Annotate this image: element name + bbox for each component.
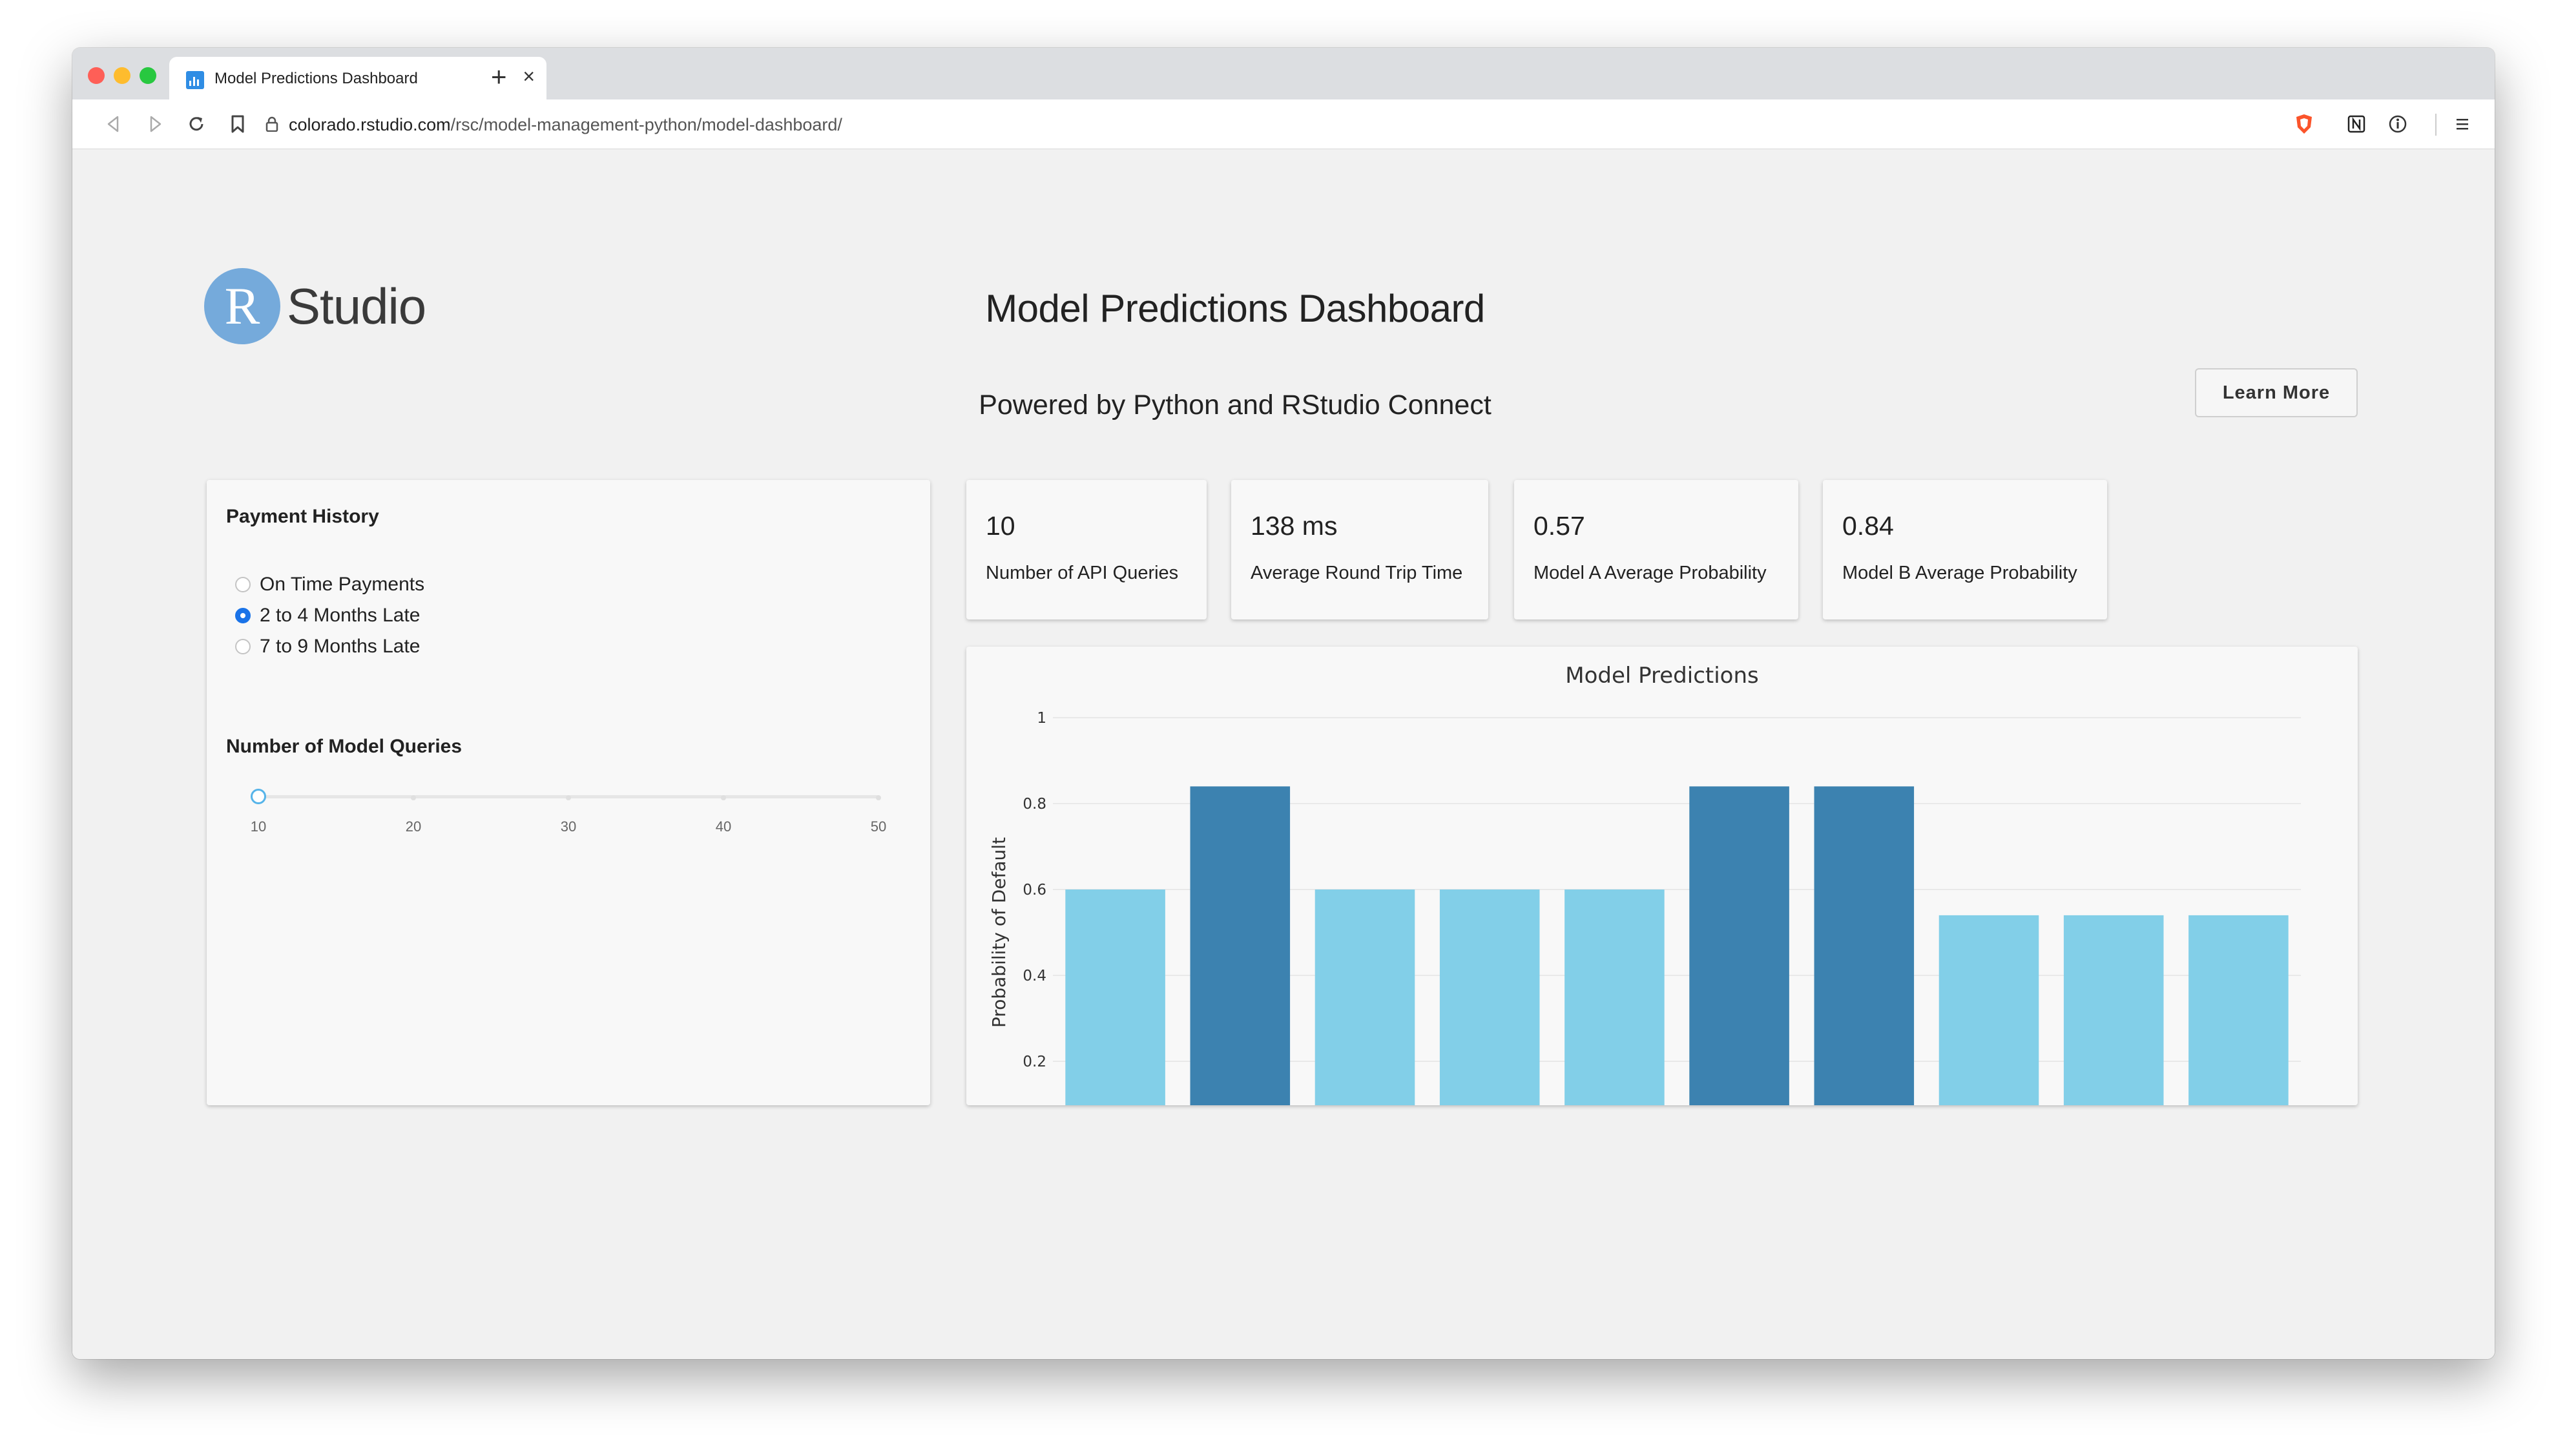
bar-model-a xyxy=(1439,889,1540,1105)
radio-label: 7 to 9 Months Late xyxy=(260,636,421,657)
payment-history-title: Payment History xyxy=(226,506,379,527)
slider-tick-label: 10 xyxy=(250,818,267,835)
slider-tick-label: 20 xyxy=(405,818,422,835)
radio-button-selected[interactable] xyxy=(235,608,251,623)
bar-model-b xyxy=(1814,786,1915,1105)
y-tick-label: 0.8 xyxy=(1023,796,1046,813)
learn-more-button[interactable]: Learn More xyxy=(2195,368,2358,417)
dashboard-page: R Studio Model Predictions Dashboard Pow… xyxy=(72,149,2495,1359)
kpi-value: 0.57 xyxy=(1533,511,1585,541)
kpi-label: Model B Average Probability xyxy=(1842,563,2077,583)
chart-title: Model Predictions xyxy=(1565,663,1759,689)
kpi-value: 138 ms xyxy=(1251,511,1338,541)
kpi-label: Average Round Trip Time xyxy=(1251,563,1463,583)
kpi-round-trip-time: 138 ms Average Round Trip Time xyxy=(1231,480,1488,619)
browser-window: Model Predictions Dashboard × + colorado… xyxy=(72,48,2495,1359)
reload-icon[interactable] xyxy=(183,111,209,137)
rstudio-logo: R Studio xyxy=(204,268,462,352)
radio-on-time[interactable]: On Time Payments xyxy=(235,572,424,598)
kpi-api-queries: 10 Number of API Queries xyxy=(966,480,1207,619)
kpi-model-b-probability: 0.84 Model B Average Probability xyxy=(1823,480,2107,619)
slider-tick-label: 50 xyxy=(870,818,887,835)
maximize-window-button[interactable] xyxy=(140,67,156,84)
model-queries-title: Number of Model Queries xyxy=(226,736,462,757)
back-icon[interactable] xyxy=(101,111,127,137)
bar-model-b xyxy=(1190,786,1291,1105)
radio-button[interactable] xyxy=(235,577,251,592)
kpi-label: Model A Average Probability xyxy=(1533,563,1767,583)
bar-model-a xyxy=(2188,915,2289,1105)
chart-favicon-icon xyxy=(186,71,204,89)
address-bar[interactable]: colorado.rstudio.com/rsc/model-managemen… xyxy=(256,106,2353,142)
brave-shield-icon[interactable] xyxy=(2291,111,2317,137)
url-text: colorado.rstudio.com/rsc/model-managemen… xyxy=(289,115,842,134)
bar-model-b xyxy=(1689,786,1789,1105)
chart-svg: Model Predictions00.20.40.60.8102468Prob… xyxy=(988,663,2301,1105)
slider-tick-label: 40 xyxy=(715,818,732,835)
radio-button[interactable] xyxy=(235,639,251,654)
y-tick-label: 0.2 xyxy=(1023,1054,1046,1070)
radio-label: 2 to 4 Months Late xyxy=(260,605,421,626)
close-tab-icon[interactable]: × xyxy=(523,65,535,88)
forward-icon[interactable] xyxy=(142,111,168,137)
close-window-button[interactable] xyxy=(88,67,105,84)
kpi-value: 10 xyxy=(986,511,1015,541)
y-tick-label: 1 xyxy=(1037,710,1046,727)
slider-tick-label: 30 xyxy=(560,818,577,835)
minimize-window-button[interactable] xyxy=(114,67,130,84)
toolbar-divider xyxy=(2435,114,2437,136)
tab-title: Model Predictions Dashboard xyxy=(214,70,418,87)
slider-tick xyxy=(411,795,416,800)
page-subtitle: Powered by Python and RStudio Connect xyxy=(979,390,1491,421)
new-tab-icon[interactable]: + xyxy=(491,61,507,92)
bar-model-a xyxy=(1564,889,1665,1105)
bar-model-a xyxy=(1065,889,1165,1105)
page-title: Model Predictions Dashboard xyxy=(985,287,1485,330)
y-tick-label: 0.4 xyxy=(1023,968,1046,984)
kpi-value: 0.84 xyxy=(1842,511,1894,541)
tab-bar: Model Predictions Dashboard × + xyxy=(72,48,2495,99)
model-predictions-chart: Model Predictions00.20.40.60.8102468Prob… xyxy=(966,647,2358,1105)
y-tick-label: 0.6 xyxy=(1023,882,1046,899)
navigation-bar: colorado.rstudio.com/rsc/model-managemen… xyxy=(72,99,2495,149)
bar-model-a xyxy=(1315,889,1415,1105)
radio-2-to-4-months[interactable]: 2 to 4 Months Late xyxy=(235,603,421,629)
y-axis-label: Probability of Default xyxy=(988,837,1010,1028)
kpi-label: Number of API Queries xyxy=(986,563,1179,583)
bar-model-a xyxy=(1938,915,2039,1105)
queries-slider-handle[interactable] xyxy=(251,789,266,804)
slider-tick xyxy=(876,795,881,800)
slider-tick xyxy=(566,795,571,800)
logo-text: Studio xyxy=(287,278,426,335)
kpi-model-a-probability: 0.57 Model A Average Probability xyxy=(1514,480,1798,619)
menu-icon[interactable] xyxy=(2449,111,2475,137)
bar-model-a xyxy=(2063,915,2164,1105)
browser-tab[interactable]: Model Predictions Dashboard × xyxy=(169,57,546,99)
notion-extension-icon[interactable] xyxy=(2344,111,2369,137)
info-extension-icon[interactable] xyxy=(2385,111,2411,137)
radio-label: On Time Payments xyxy=(260,574,425,595)
sidebar-panel: Payment History On Time Payments 2 to 4 … xyxy=(207,480,930,1105)
logo-r-circle: R xyxy=(204,268,280,344)
slider-tick xyxy=(721,795,726,800)
bookmark-icon[interactable] xyxy=(225,111,251,137)
radio-7-to-9-months[interactable]: 7 to 9 Months Late xyxy=(235,634,421,660)
lock-icon xyxy=(265,116,278,132)
